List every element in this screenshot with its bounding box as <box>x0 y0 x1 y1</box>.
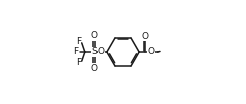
Text: F: F <box>74 48 78 56</box>
Text: S: S <box>91 48 97 56</box>
Text: O: O <box>91 64 97 73</box>
Text: F: F <box>76 58 81 67</box>
Text: O: O <box>148 48 155 56</box>
Text: O: O <box>91 31 97 40</box>
Text: F: F <box>76 37 81 46</box>
Text: O: O <box>98 48 105 56</box>
Text: O: O <box>141 32 148 41</box>
